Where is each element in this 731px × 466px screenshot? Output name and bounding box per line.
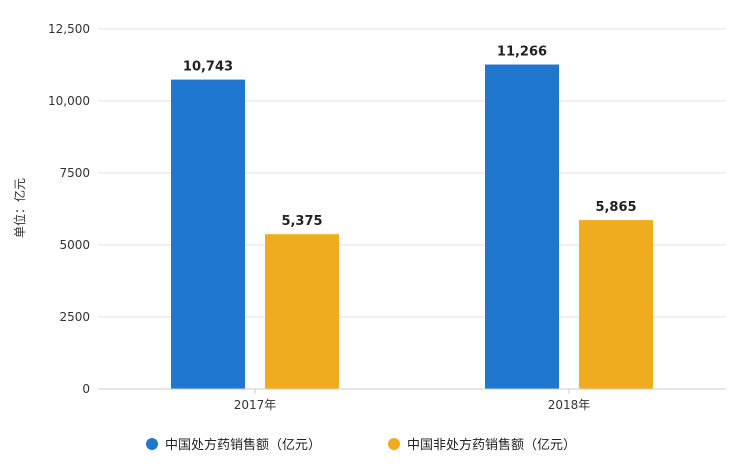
y-tick-label: 10,000	[48, 94, 90, 108]
y-tick-label: 2500	[59, 310, 90, 324]
legend-marker	[146, 438, 158, 450]
bar	[265, 234, 339, 389]
y-tick-label: 5000	[59, 238, 90, 252]
bars: 10,743 5,375 11,266 5,865	[171, 45, 653, 390]
legend-marker	[388, 438, 400, 450]
y-tick-label: 12,500	[48, 22, 90, 36]
legend-entry: 中国非处方药销售额（亿元）	[407, 437, 576, 453]
data-label: 10,743	[183, 60, 233, 75]
bar	[579, 220, 653, 389]
y-tick-label: 7500	[59, 166, 90, 180]
y-tick-label: 0	[82, 382, 90, 396]
data-label: 5,375	[281, 214, 322, 229]
data-label: 11,266	[497, 45, 547, 60]
x-tick-label: 2017年	[234, 398, 277, 412]
legend: 中国处方药销售额（亿元） 中国非处方药销售额（亿元）	[146, 437, 576, 453]
legend-entry: 中国处方药销售额（亿元）	[165, 437, 321, 453]
bar	[171, 79, 245, 390]
y-axis-label: 单位：亿元	[12, 178, 27, 238]
x-tick-label: 2018年	[548, 398, 591, 412]
y-axis-ticks: 0 2500 5000 7500 10,000 12,500	[48, 22, 90, 396]
bar	[485, 64, 559, 390]
x-axis-ticks: 2017年 2018年	[234, 389, 591, 412]
data-label: 5,865	[595, 200, 636, 215]
